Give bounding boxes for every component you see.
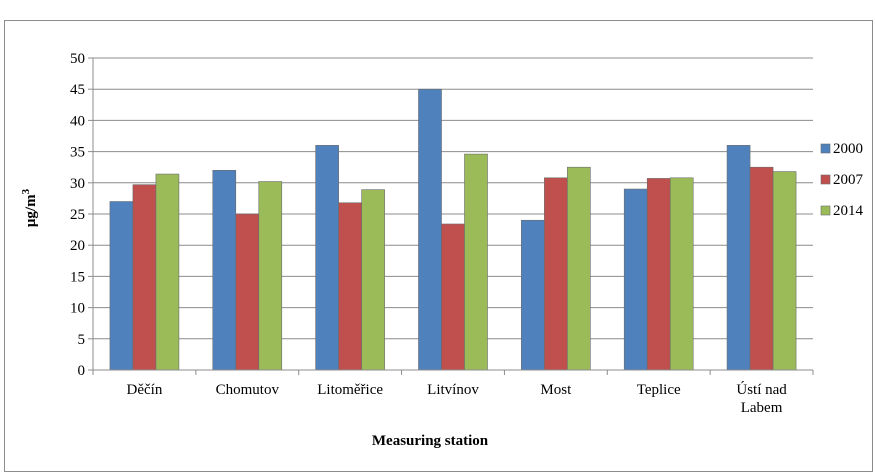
bar-2007: [441, 223, 465, 371]
legend-label: 2014: [833, 203, 864, 219]
x-tick-label: Ústí nad Labem: [736, 381, 787, 416]
bar-2014: [669, 177, 694, 371]
bar-2000: [623, 188, 648, 371]
y-tick-label: 5: [78, 332, 86, 348]
bar-2000: [315, 145, 339, 371]
y-tick-label: 35: [70, 145, 85, 161]
x-tick-label: Teplice: [637, 382, 681, 398]
bar-2014: [567, 166, 591, 371]
bar-2014: [155, 173, 180, 371]
y-tick-label: 25: [70, 207, 85, 223]
legend: 2000 2007 2014: [820, 141, 864, 219]
legend-label: 2007: [833, 172, 864, 188]
chart-frame: 0 5 10 15 20 25 30 35 40 45 50 Děčín Chomutov Litoměř…: [4, 20, 873, 472]
x-tick-label: Litvínov: [427, 382, 479, 398]
x-tick-label-line: Litvínov: [427, 382, 479, 398]
bar-chart: 0 5 10 15 20 25 30 35 40 45 50 Děčín Chomutov Litoměř…: [20, 51, 864, 449]
legend-swatch: [820, 143, 831, 154]
bar-2007: [646, 178, 671, 371]
y-tick-label: 0: [78, 363, 86, 379]
y-tick-label: 40: [70, 113, 85, 129]
bar-2007: [338, 202, 362, 371]
y-tick-label: 20: [70, 238, 85, 254]
bar-2000: [212, 170, 237, 371]
axes: [88, 57, 814, 375]
x-tick-label-line: Děčín: [127, 382, 163, 398]
tick-labels: 0 5 10 15 20 25 30 35 40 45 50 Děčín Chomutov Litoměř…: [70, 51, 787, 416]
bar-2014: [772, 171, 797, 371]
x-tick-label-line: Ústí nad: [736, 381, 787, 398]
legend-label: 2000: [833, 141, 863, 157]
legend-swatch: [820, 174, 831, 185]
x-axis-title: Measuring station: [372, 433, 489, 449]
x-tick-label-line: Litoměřice: [317, 382, 383, 398]
bar-2014: [361, 189, 385, 371]
x-tick-label-line: Teplice: [637, 382, 681, 398]
bar-2000: [521, 219, 545, 371]
legend-swatch: [820, 205, 831, 216]
x-tick-label: Litoměřice: [317, 382, 383, 398]
x-tick-label: Chomutov: [216, 382, 280, 398]
x-tick-label: Děčín: [127, 382, 163, 398]
bar-2000: [109, 201, 134, 371]
bar-2014: [258, 181, 283, 371]
y-axis-title: μg/m3: [20, 188, 39, 227]
x-tick-label: Most: [540, 382, 572, 398]
bar-2007: [544, 177, 568, 371]
x-tick-label-line: Chomutov: [216, 382, 280, 398]
bars: [109, 88, 797, 371]
y-axis-title-superscript: 3: [20, 188, 32, 194]
bar-2007: [749, 166, 774, 371]
bar-2007: [132, 184, 157, 371]
y-tick-label: 10: [70, 301, 85, 317]
x-tick-label-line: Most: [540, 382, 572, 398]
bar-2000: [726, 145, 751, 371]
y-tick-label: 30: [70, 176, 85, 192]
y-axis-title-text: μg/m: [23, 194, 39, 227]
bar-2014: [464, 153, 488, 371]
y-tick-label: 50: [70, 51, 85, 67]
y-tick-label: 15: [70, 269, 85, 285]
bar-2007: [235, 213, 260, 371]
bar-2000: [418, 88, 442, 371]
x-tick-label-line: Labem: [741, 400, 783, 416]
y-tick-label: 45: [70, 82, 85, 98]
